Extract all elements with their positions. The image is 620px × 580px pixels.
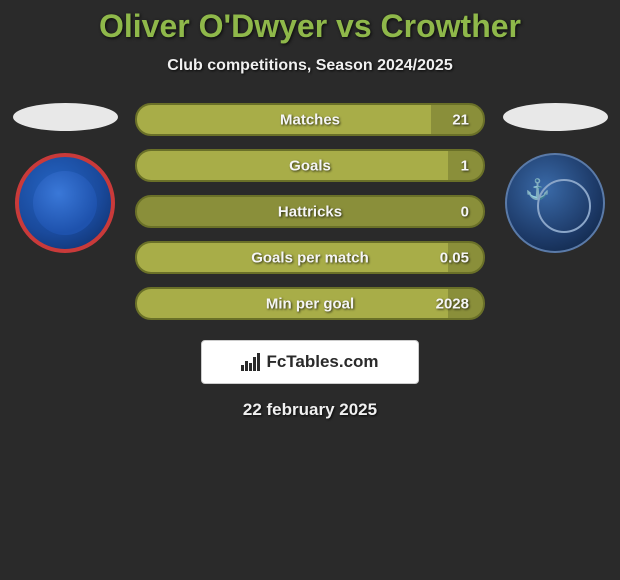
stat-value: 1: [461, 157, 469, 174]
player-placeholder-right: [503, 103, 608, 131]
stat-row: Min per goal 2028: [135, 287, 485, 320]
stat-label: Goals per match: [251, 249, 369, 266]
stat-row: Hattricks 0: [135, 195, 485, 228]
stat-row: Matches 21: [135, 103, 485, 136]
stat-row: Goals per match 0.05: [135, 241, 485, 274]
left-club-badge-inner: [33, 171, 97, 235]
stat-value: 2028: [436, 295, 469, 312]
stat-value: 21: [452, 111, 469, 128]
left-side: [5, 103, 125, 253]
stats-column: Matches 21 Goals 1 Hattricks 0 Goals per match…: [135, 103, 485, 320]
stat-row: Goals 1: [135, 149, 485, 182]
brand-chart-icon: [241, 353, 260, 371]
stat-label: Min per goal: [266, 295, 354, 312]
right-side: [495, 103, 615, 253]
comparison-subtitle: Club competitions, Season 2024/2025: [0, 57, 620, 75]
stat-value: 0.05: [440, 249, 469, 266]
comparison-body: Matches 21 Goals 1 Hattricks 0 Goals per match…: [0, 103, 620, 320]
left-club-badge: [15, 153, 115, 253]
stat-label: Hattricks: [278, 203, 342, 220]
comparison-title: Oliver O'Dwyer vs Crowther: [0, 8, 620, 45]
comparison-date: 22 february 2025: [0, 400, 620, 420]
stat-value: 0: [461, 203, 469, 220]
right-club-badge: [505, 153, 605, 253]
right-club-badge-inner: [537, 179, 591, 233]
brand-badge: FcTables.com: [201, 340, 419, 384]
brand-text: FcTables.com: [266, 352, 378, 372]
stat-label: Goals: [289, 157, 331, 174]
stat-label: Matches: [280, 111, 340, 128]
player-placeholder-left: [13, 103, 118, 131]
